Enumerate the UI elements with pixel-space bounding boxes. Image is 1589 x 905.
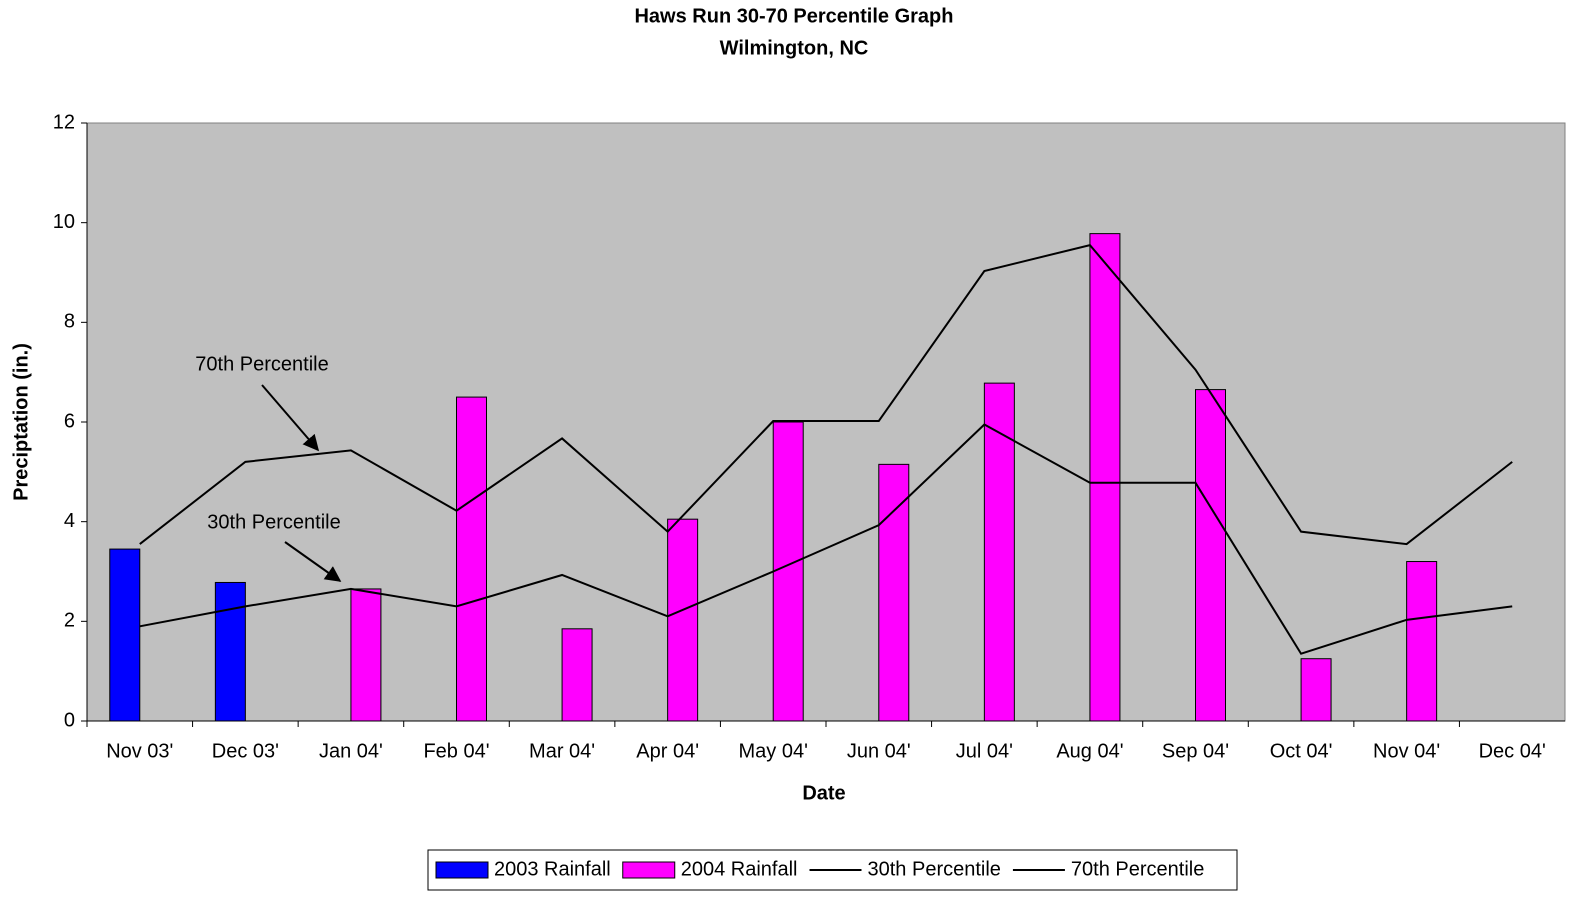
- bar: [1089, 233, 1121, 722]
- legend-label: 30th Percentile: [868, 858, 1001, 880]
- bar: [214, 581, 246, 722]
- x-tick-label: Nov 03': [106, 740, 173, 762]
- y-tick-label: 8: [64, 311, 75, 333]
- legend-swatch: [622, 861, 676, 879]
- chart-subtitle: Wilmington, NC: [720, 37, 869, 59]
- legend-label: 70th Percentile: [1071, 858, 1204, 880]
- x-tick-label: Jun 04': [847, 740, 911, 762]
- bar: [109, 548, 141, 722]
- x-tick-label: Dec 04': [1479, 740, 1546, 762]
- annotation: 70th Percentile: [195, 353, 328, 375]
- bar: [1406, 561, 1438, 722]
- bar: [772, 421, 804, 722]
- y-tick-label: 12: [53, 111, 75, 133]
- y-axis-label: Preciptation (in.): [10, 343, 32, 501]
- bar: [1300, 658, 1332, 722]
- x-tick-label: Oct 04': [1270, 740, 1333, 762]
- line-series: [139, 243, 1513, 546]
- legend-swatch: [435, 861, 489, 879]
- x-tick-label: Sep 04': [1162, 740, 1229, 762]
- y-tick-label: 10: [53, 211, 75, 233]
- x-tick-label: Feb 04': [423, 740, 489, 762]
- legend-label: 2003 Rainfall: [494, 858, 611, 880]
- x-tick-label: Jul 04': [956, 740, 1013, 762]
- bar: [561, 628, 593, 722]
- annotation: 30th Percentile: [207, 511, 340, 533]
- bar: [456, 396, 487, 722]
- bar: [1195, 389, 1226, 722]
- x-tick-label: Dec 03': [212, 740, 279, 762]
- x-tick-label: Apr 04': [636, 740, 699, 762]
- bar: [350, 588, 382, 722]
- y-tick-label: 0: [64, 709, 75, 731]
- line-series: [139, 423, 1513, 655]
- bar: [983, 382, 1015, 722]
- x-tick-label: Jan 04': [319, 740, 383, 762]
- legend-label: 2004 Rainfall: [681, 858, 798, 880]
- bar: [667, 518, 699, 722]
- y-tick-label: 2: [64, 610, 75, 632]
- x-tick-label: Aug 04': [1056, 740, 1123, 762]
- x-tick-label: May 04': [739, 740, 808, 762]
- x-tick-label: Nov 04': [1373, 740, 1440, 762]
- x-axis-label: Date: [802, 782, 845, 804]
- y-tick-label: 6: [64, 410, 75, 432]
- bar: [878, 463, 910, 722]
- chart-title: Haws Run 30-70 Percentile Graph: [634, 5, 953, 27]
- annotation-arrow: [284, 541, 342, 582]
- y-tick-label: 4: [64, 510, 75, 532]
- x-tick-label: Mar 04': [529, 740, 595, 762]
- annotation-arrow: [261, 384, 320, 452]
